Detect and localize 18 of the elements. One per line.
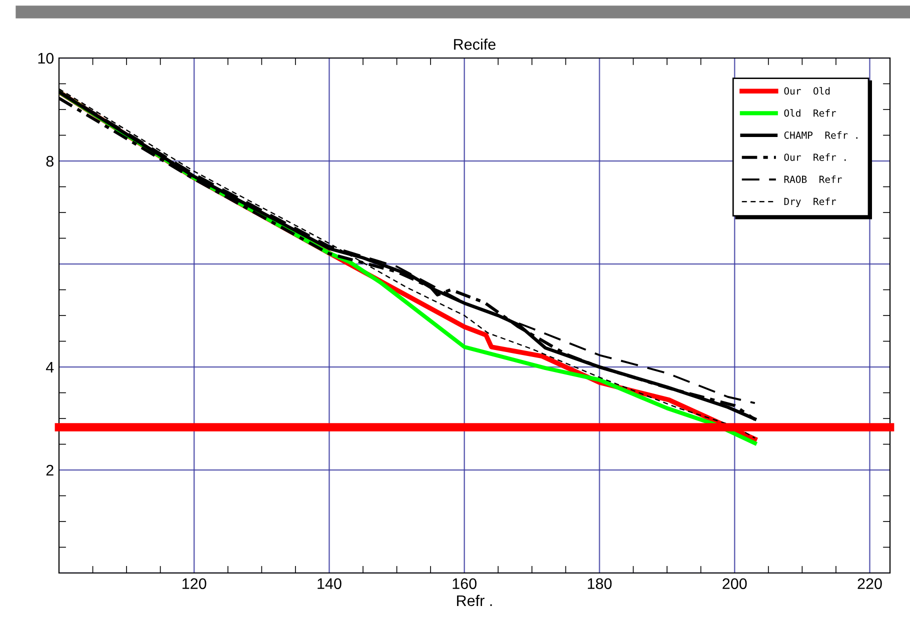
x-tick-label: 180 bbox=[588, 578, 612, 590]
x-tick-label: 220 bbox=[858, 578, 882, 590]
x-tick-label: 160 bbox=[452, 578, 477, 590]
legend-label: CHAMP Refr . bbox=[784, 131, 858, 139]
y-tick-label: 8 bbox=[46, 156, 54, 167]
legend-label: Old Refr bbox=[784, 109, 836, 117]
x-tick-label: 200 bbox=[722, 578, 747, 590]
legend-label: Dry Refr bbox=[784, 198, 836, 208]
x-axis-title: Refr . bbox=[457, 594, 492, 606]
y-tick-label: 2 bbox=[46, 464, 54, 476]
chart-title: Recife bbox=[454, 38, 496, 50]
legend-label: Our Old bbox=[784, 87, 830, 95]
y-tick-label: 4 bbox=[46, 362, 54, 373]
legend-label: RAOB Refr bbox=[784, 176, 842, 184]
y-tick-label: 10 bbox=[38, 52, 54, 64]
x-tick-label: 140 bbox=[318, 578, 342, 590]
x-tick-label: 120 bbox=[182, 578, 206, 590]
legend-label: Our Refr . bbox=[784, 153, 846, 161]
